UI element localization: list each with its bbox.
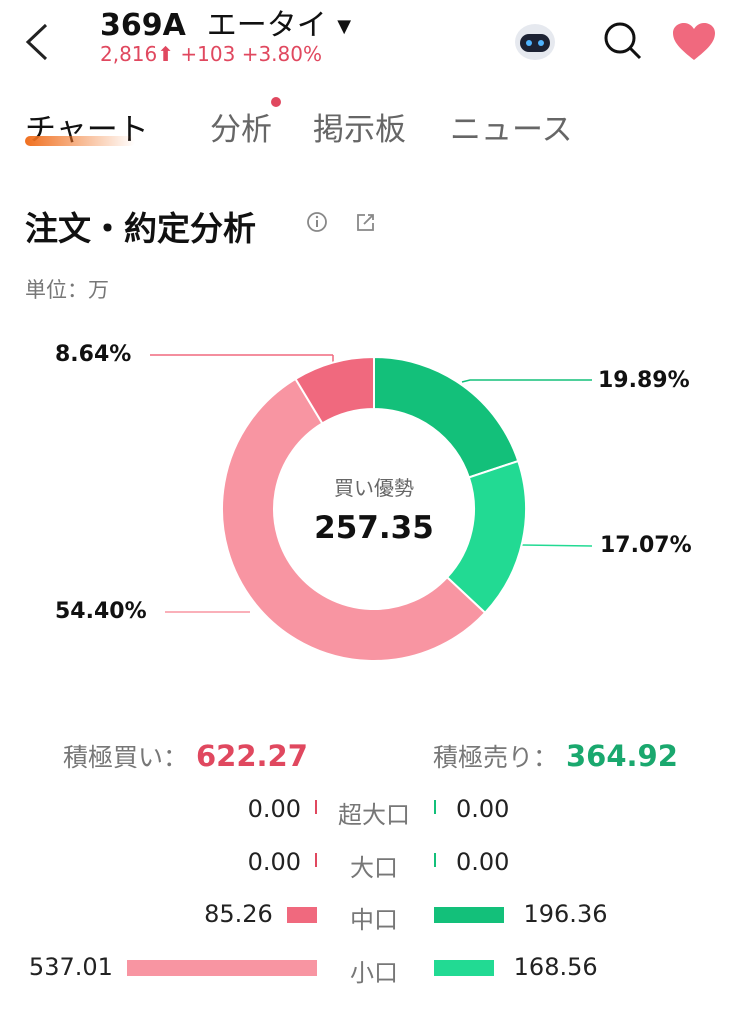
price: 2,816 [100, 42, 158, 66]
arrow-up-icon: ⬆ [157, 42, 175, 66]
sell-value: 196.36 [523, 900, 608, 928]
robot-assistant-icon[interactable] [512, 18, 558, 62]
buy-bar [315, 853, 317, 867]
sell-bar [434, 960, 494, 976]
active-tab-indicator [25, 136, 135, 146]
buy-value: 85.26 [204, 900, 273, 928]
sell-bar [434, 800, 436, 814]
search-icon[interactable] [602, 20, 644, 62]
price-change-pct: +3.80% [241, 42, 322, 66]
share-icon[interactable] [355, 211, 377, 233]
category-label: 小口 [350, 959, 398, 987]
tab-board[interactable]: 掲示板 [313, 112, 406, 148]
donut-slice [221, 377, 487, 662]
center-value: 257.35 [314, 510, 434, 546]
favorite-heart-icon[interactable] [672, 22, 716, 62]
active-buy-total: 積極買い： 622.27 [63, 739, 308, 773]
tab-analysis[interactable]: 分析 [210, 112, 272, 148]
slice-label: 54.40% [55, 599, 147, 624]
buy-value: 0.00 [247, 795, 301, 823]
leader-line [521, 544, 593, 547]
buy-bar [315, 800, 317, 814]
category-label: 超大口 [338, 801, 410, 829]
unit-label: 単位：万 [25, 278, 109, 302]
dropdown-icon[interactable]: ▼ [337, 16, 352, 37]
category-label: 大口 [350, 854, 398, 882]
buy-value: 0.00 [247, 848, 301, 876]
section-title: 注文・約定分析 [25, 209, 256, 248]
sell-bar [434, 907, 504, 923]
donut-chart: 買い優勢 257.35 [150, 354, 593, 662]
leader-line [461, 379, 592, 383]
donut-slice [294, 355, 375, 425]
slice-label: 17.07% [600, 533, 692, 558]
center-label: 買い優勢 [334, 476, 414, 500]
active-sell-total: 積極売り： 364.92 [433, 739, 678, 773]
price-quote: 2,816⬆ +103 +3.80% [100, 42, 322, 66]
sell-bar [434, 853, 436, 867]
stock-code: 369A [100, 8, 186, 43]
stock-name: エータイ [206, 8, 327, 43]
tab-news[interactable]: ニュース [450, 112, 573, 148]
stock-title[interactable]: 369A エータイ ▼ [100, 0, 351, 44]
category-label: 中口 [350, 906, 398, 934]
sell-value: 168.56 [513, 953, 598, 981]
sell-value: 0.00 [456, 848, 510, 876]
price-change: +103 [180, 42, 236, 66]
slice-label: 19.89% [598, 368, 690, 393]
buy-value: 537.01 [28, 953, 113, 981]
sell-value: 0.00 [456, 795, 510, 823]
donut-slice [373, 355, 520, 479]
notification-badge [271, 97, 281, 107]
back-icon[interactable] [24, 22, 50, 62]
slice-label: 8.64% [55, 342, 132, 367]
buy-bar [126, 960, 317, 976]
buy-bar [286, 907, 317, 923]
info-icon[interactable] [306, 211, 328, 233]
